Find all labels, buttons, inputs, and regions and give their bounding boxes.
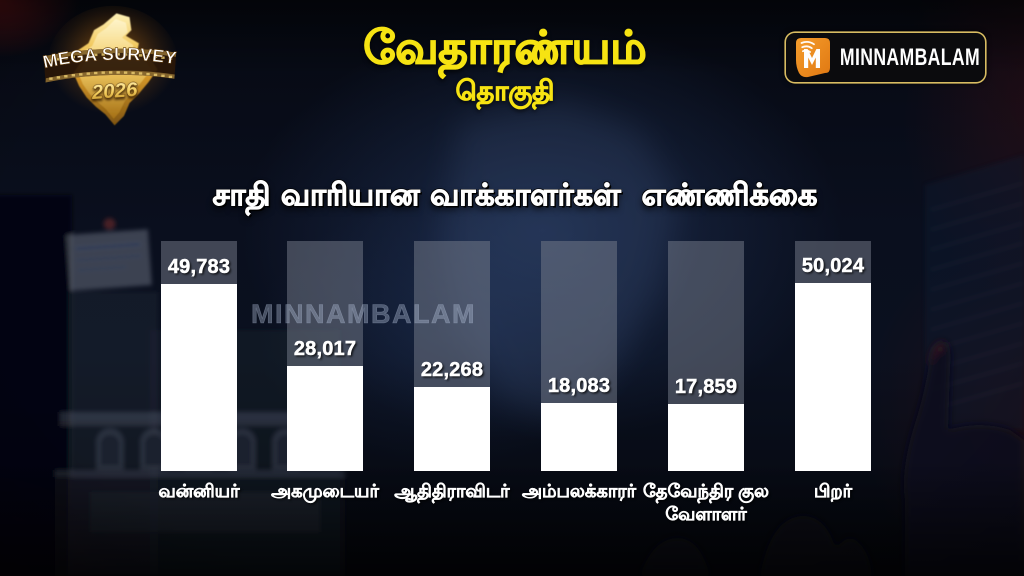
bar-category-label: வன்னியர் <box>158 481 240 502</box>
bar-column: 50,024 பிறர் <box>795 241 871 501</box>
bar-category-label: அகமுடையர் <box>271 481 379 502</box>
bar-column: 49,783 வன்னியர் <box>158 241 240 501</box>
bar-fill <box>414 387 490 471</box>
constituency-subtitle: தொகுதி <box>455 76 555 107</box>
bar-column: 28,017 அகமுடையர் <box>271 241 379 501</box>
bar-column: 22,268 ஆதிதிராவிடர் <box>394 241 510 501</box>
channel-logo: MINNAMBALAM <box>786 33 985 82</box>
bar-value-label: 22,268 <box>420 359 484 382</box>
bar-fill <box>287 366 363 471</box>
bar-fill <box>541 403 617 471</box>
bar-category-label: அம்பலக்காரர் <box>522 481 636 502</box>
bar-value-label: 50,024 <box>801 255 865 278</box>
badge-line2: 2026 <box>90 78 139 104</box>
constituency-title: வேதாரண்யம் <box>363 21 648 73</box>
bar-fill <box>795 283 871 471</box>
bar-category-label: தேவேந்திர குல வேளாளர் <box>643 481 769 525</box>
bar-fill <box>161 284 237 471</box>
bar-column: 17,859 தேவேந்திர குல வேளாளர் <box>643 241 769 525</box>
bar-category-label: பிறர் <box>813 481 853 502</box>
mega-survey-badge: MEGA SURVEY 2026 <box>41 5 179 126</box>
channel-logo-text: MINNAMBALAM <box>839 43 981 71</box>
bar-value-label: 49,783 <box>167 256 231 279</box>
bar-value-label: 17,859 <box>674 376 738 399</box>
chart-title: சாதி வாரியான வாக்காளர்கள் எண்ணிக்கை <box>212 178 818 213</box>
bar-category-label: ஆதிதிராவிடர் <box>394 481 510 502</box>
bar-fill <box>668 404 744 471</box>
channel-logo-icon <box>796 38 830 78</box>
bar-value-label: 18,083 <box>547 375 611 398</box>
bar-value-label: 28,017 <box>293 338 357 361</box>
bar-column: 18,083 அம்பலக்காரர் <box>522 241 636 501</box>
watermark-text: MINNAMBALAM <box>251 299 476 330</box>
